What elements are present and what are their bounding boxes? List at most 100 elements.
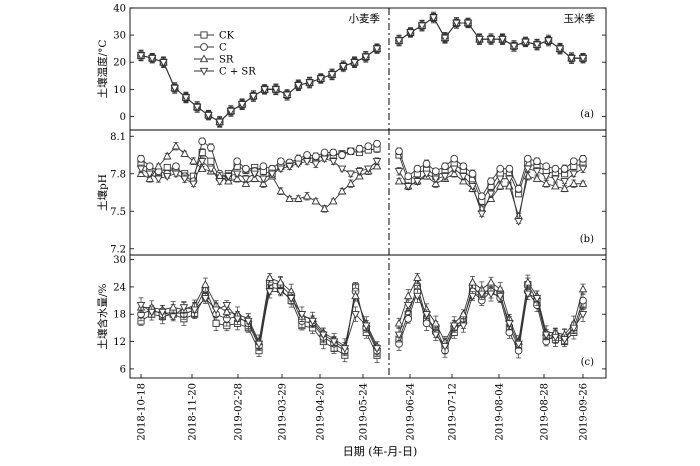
data-point	[192, 103, 202, 112]
data-point	[147, 308, 156, 317]
data-point	[320, 155, 329, 164]
data-point	[372, 345, 382, 354]
data-point	[204, 111, 213, 120]
data-point	[403, 183, 413, 191]
y-tick-label: 10	[113, 85, 126, 96]
data-point	[364, 142, 373, 151]
data-point	[567, 55, 576, 63]
data-point	[260, 86, 269, 94]
data-point	[265, 273, 274, 281]
data-point	[337, 186, 347, 195]
season-label-maize: 玉米季	[564, 12, 596, 25]
legend-label: C + SR	[219, 67, 256, 78]
data-point	[429, 14, 438, 23]
data-point	[145, 170, 154, 179]
data-point	[320, 148, 329, 157]
y-tick-label: 20	[113, 58, 126, 69]
data-point	[207, 157, 215, 165]
series-line	[140, 48, 378, 123]
data-point	[578, 165, 588, 174]
data-point	[449, 322, 459, 331]
data-point	[452, 19, 461, 28]
data-point	[468, 277, 477, 286]
data-point	[303, 151, 311, 159]
data-point	[486, 36, 496, 44]
data-point	[158, 308, 167, 317]
data-point	[551, 175, 560, 184]
legend-marker	[199, 67, 209, 76]
data-point	[259, 175, 268, 184]
data-point	[569, 170, 579, 179]
y-tick-label: 7.8	[110, 169, 126, 180]
data-point	[285, 163, 294, 171]
data-point	[560, 164, 569, 173]
x-tick-label: 2019-06-24	[406, 383, 417, 441]
data-point	[180, 175, 189, 184]
data-point	[346, 179, 356, 187]
data-point	[579, 154, 587, 163]
data-point	[440, 342, 450, 351]
data-point	[350, 59, 359, 67]
legend-label: CK	[219, 31, 235, 42]
data-point	[329, 148, 338, 157]
series-line	[140, 158, 378, 185]
data-point	[532, 41, 542, 50]
panel-2: 7.2 7.5 7.8 8.1 土壤pH (b)	[96, 129, 607, 256]
x-tick-label: 2019-08-28	[540, 383, 551, 441]
data-point	[159, 59, 168, 67]
data-point	[431, 331, 441, 340]
y-axis-title: 土壤温度/°C	[96, 40, 109, 99]
data-point	[162, 173, 172, 181]
data-point	[137, 154, 145, 163]
data-point	[254, 340, 264, 349]
y-tick-label: 40	[113, 4, 126, 15]
data-point	[190, 306, 199, 315]
data-point	[463, 19, 473, 28]
data-point	[302, 158, 312, 166]
data-point	[394, 176, 404, 185]
data-point	[222, 307, 232, 316]
data-point	[316, 75, 326, 84]
data-point	[459, 322, 468, 331]
data-point	[496, 164, 505, 173]
y-tick-label: 7.2	[110, 244, 126, 255]
data-point	[486, 277, 496, 286]
data-point	[459, 162, 468, 171]
data-point	[302, 191, 312, 200]
data-point	[569, 157, 578, 166]
data-point	[337, 165, 347, 174]
x-tick-label: 2018-10-18	[137, 383, 148, 441]
data-point	[311, 196, 321, 205]
data-point	[450, 154, 459, 163]
data-point	[338, 151, 346, 159]
data-point	[346, 147, 355, 156]
legend-label: SR	[219, 55, 234, 66]
data-point	[373, 139, 381, 148]
season-label-wheat: 小麦季	[349, 13, 381, 25]
data-point	[544, 37, 553, 46]
data-point	[509, 42, 519, 51]
data-point	[468, 292, 477, 301]
x-tick-label: 2019-04-20	[316, 383, 327, 441]
data-point	[551, 333, 560, 342]
data-point	[475, 36, 484, 44]
data-point	[197, 164, 207, 172]
data-point	[413, 178, 422, 186]
x-tick-label: 2019-02-28	[234, 383, 245, 441]
data-point	[514, 184, 523, 193]
data-point	[422, 311, 431, 319]
data-point	[569, 324, 579, 333]
data-point	[136, 52, 146, 61]
series-triangle-down	[136, 13, 588, 128]
data-point	[505, 164, 514, 173]
panel-1: 0 10 20 30 40 土壤温度/°C (a)	[96, 4, 607, 131]
data-point	[319, 331, 328, 340]
data-point	[459, 309, 468, 318]
data-point	[276, 277, 285, 286]
x-tick-label: 2019-05-24	[359, 383, 370, 441]
data-point	[468, 183, 477, 191]
legend-marker	[199, 54, 209, 63]
data-point	[265, 288, 274, 297]
data-point	[329, 338, 339, 347]
